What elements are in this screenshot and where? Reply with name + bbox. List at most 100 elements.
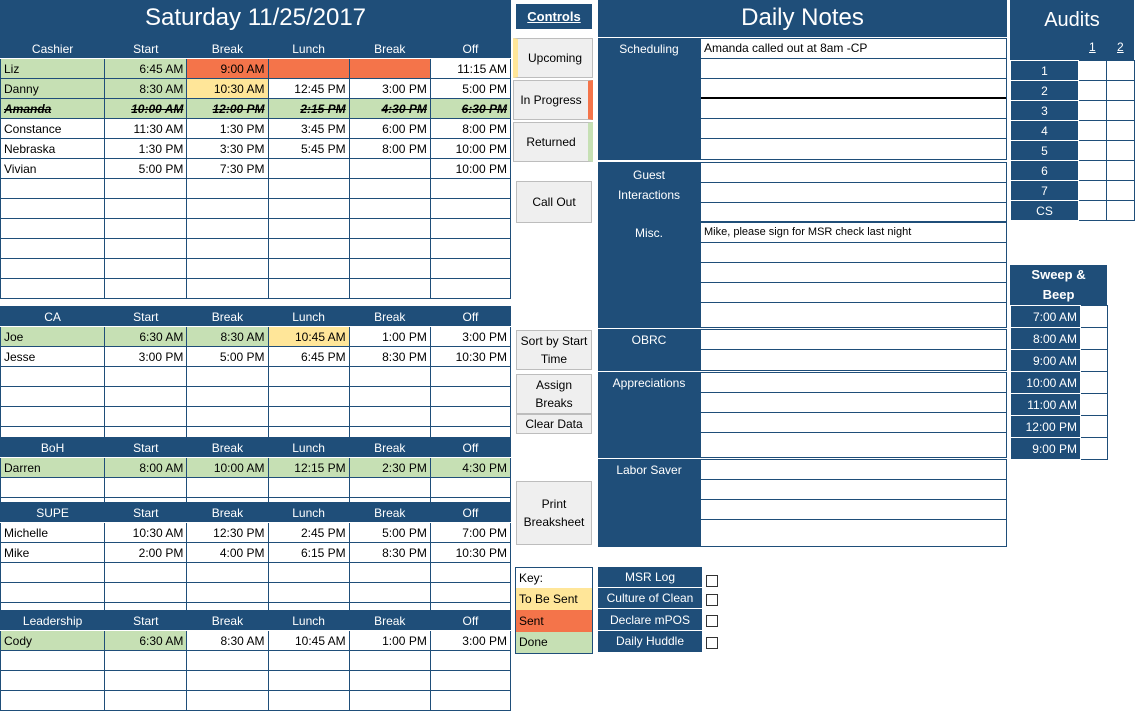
cashier-time-cell[interactable]: [348, 278, 431, 299]
cashier-time-cell[interactable]: [429, 178, 512, 199]
cashier-name-cell[interactable]: [0, 178, 106, 199]
sweep-check-cell[interactable]: [1080, 393, 1108, 416]
leadership-time-cell[interactable]: [104, 670, 188, 691]
cashier-time-cell[interactable]: [186, 198, 269, 219]
supe-time-cell[interactable]: [348, 582, 431, 603]
note-line[interactable]: [701, 139, 1006, 159]
supe-row[interactable]: [0, 562, 512, 583]
cashier-time-cell[interactable]: [348, 258, 431, 279]
audit-cell[interactable]: [1078, 80, 1107, 101]
leadership-time-cell[interactable]: [104, 690, 188, 711]
note-line[interactable]: [701, 119, 1006, 139]
cashier-time-cell[interactable]: [348, 238, 431, 259]
cashier-time-cell[interactable]: [267, 178, 350, 199]
cashier-row[interactable]: Danny 8:30 AM 10:30 AM 12:45 PM 3:00 PM 5:00 …: [0, 78, 512, 99]
supe-time-cell[interactable]: 7:00 PM: [429, 522, 512, 543]
leadership-row[interactable]: [0, 690, 512, 711]
cashier-time-cell[interactable]: 5:00 PM: [429, 78, 512, 99]
cashier-time-cell[interactable]: 12:45 PM: [267, 78, 350, 99]
culture-of-clean-checkbox[interactable]: [706, 594, 718, 606]
supe-time-cell[interactable]: [104, 582, 188, 603]
cashier-time-cell[interactable]: [267, 158, 350, 179]
boh-time-cell[interactable]: [429, 477, 512, 498]
supe-time-cell[interactable]: [104, 562, 188, 583]
leadership-time-cell[interactable]: [104, 650, 188, 671]
cashier-time-cell[interactable]: 12:00 PM: [186, 98, 269, 119]
ca-time-cell[interactable]: [429, 386, 512, 407]
ca-row[interactable]: [0, 406, 512, 427]
ca-name-cell[interactable]: [0, 366, 106, 387]
cashier-time-cell[interactable]: 2:15 PM: [267, 98, 350, 119]
ca-time-cell[interactable]: 10:30 PM: [429, 346, 512, 367]
sweep-check-cell[interactable]: [1080, 437, 1108, 460]
supe-time-cell[interactable]: [186, 582, 269, 603]
note-line[interactable]: [701, 500, 1006, 520]
ca-time-cell[interactable]: [348, 386, 431, 407]
audit-cell[interactable]: [1078, 200, 1107, 221]
cashier-time-cell[interactable]: [267, 58, 350, 79]
cashier-time-cell[interactable]: [104, 198, 188, 219]
cashier-time-cell[interactable]: [186, 238, 269, 259]
cashier-row[interactable]: Liz 6:45 AM 9:00 AM 11:15 AM: [0, 58, 512, 79]
cashier-row[interactable]: Vivian 5:00 PM 7:30 PM 10:00 PM: [0, 158, 512, 179]
cashier-time-cell[interactable]: [429, 258, 512, 279]
cashier-time-cell[interactable]: 8:00 PM: [429, 118, 512, 139]
cashier-time-cell[interactable]: [267, 238, 350, 259]
audit-cell[interactable]: [1106, 80, 1135, 101]
ca-time-cell[interactable]: 3:00 PM: [429, 326, 512, 347]
cashier-time-cell[interactable]: 1:30 PM: [104, 138, 188, 159]
cashier-row[interactable]: [0, 278, 512, 299]
cashier-time-cell[interactable]: 11:30 AM: [104, 118, 188, 139]
note-line[interactable]: [701, 303, 1006, 323]
note-line[interactable]: [701, 99, 1006, 119]
cashier-name-cell[interactable]: Nebraska: [0, 138, 106, 159]
clear-data-button[interactable]: Clear Data: [516, 414, 592, 434]
ca-time-cell[interactable]: [348, 366, 431, 387]
cashier-time-cell[interactable]: 3:00 PM: [348, 78, 431, 99]
cashier-time-cell[interactable]: [104, 218, 188, 239]
supe-time-cell[interactable]: 2:45 PM: [267, 522, 350, 543]
cashier-time-cell[interactable]: 10:00 PM: [429, 138, 512, 159]
cashier-time-cell[interactable]: 6:45 AM: [104, 58, 188, 79]
audit-cell[interactable]: [1078, 100, 1107, 121]
ca-time-cell[interactable]: [186, 406, 269, 427]
supe-name-cell[interactable]: [0, 562, 106, 583]
cashier-time-cell[interactable]: [267, 258, 350, 279]
supe-name-cell[interactable]: Michelle: [0, 522, 106, 543]
ca-row[interactable]: Jesse 3:00 PM 5:00 PM 6:45 PM 8:30 PM 10:30 P…: [0, 346, 512, 367]
ca-time-cell[interactable]: [186, 386, 269, 407]
ca-time-cell[interactable]: [104, 386, 188, 407]
sweep-check-cell[interactable]: [1080, 305, 1108, 328]
cashier-name-cell[interactable]: [0, 198, 106, 219]
boh-time-cell[interactable]: [104, 477, 188, 498]
sort-by-start-time-button[interactable]: Sort by Start Time: [516, 330, 592, 370]
cashier-time-cell[interactable]: [429, 198, 512, 219]
cashier-row[interactable]: [0, 258, 512, 279]
misc-note-1[interactable]: Mike, please sign for MSR check last nig…: [701, 223, 1006, 243]
cashier-time-cell[interactable]: 3:30 PM: [186, 138, 269, 159]
note-line[interactable]: [701, 373, 1006, 393]
supe-time-cell[interactable]: 4:00 PM: [186, 542, 269, 563]
ca-time-cell[interactable]: 8:30 PM: [348, 346, 431, 367]
ca-time-cell[interactable]: [267, 406, 350, 427]
supe-time-cell[interactable]: [429, 562, 512, 583]
msr-log-checkbox[interactable]: [706, 575, 718, 587]
cashier-time-cell[interactable]: 5:00 PM: [104, 158, 188, 179]
leadership-time-cell[interactable]: [267, 690, 350, 711]
audit-cell[interactable]: [1078, 60, 1107, 81]
cashier-time-cell[interactable]: 5:45 PM: [267, 138, 350, 159]
boh-time-cell[interactable]: [267, 477, 350, 498]
sweep-check-cell[interactable]: [1080, 371, 1108, 394]
supe-time-cell[interactable]: [267, 562, 350, 583]
ca-time-cell[interactable]: 5:00 PM: [186, 346, 269, 367]
cashier-row[interactable]: [0, 218, 512, 239]
cashier-row[interactable]: [0, 238, 512, 259]
sweep-check-cell[interactable]: [1080, 327, 1108, 350]
ca-time-cell[interactable]: [267, 366, 350, 387]
cashier-time-cell[interactable]: [348, 58, 431, 79]
leadership-time-cell[interactable]: 8:30 AM: [186, 630, 269, 651]
leadership-time-cell[interactable]: [267, 670, 350, 691]
leadership-row[interactable]: Cody 6:30 AM 8:30 AM 10:45 AM 1:00 PM 3:00 PM: [0, 630, 512, 651]
supe-time-cell[interactable]: 10:30 AM: [104, 522, 188, 543]
cashier-row[interactable]: [0, 178, 512, 199]
